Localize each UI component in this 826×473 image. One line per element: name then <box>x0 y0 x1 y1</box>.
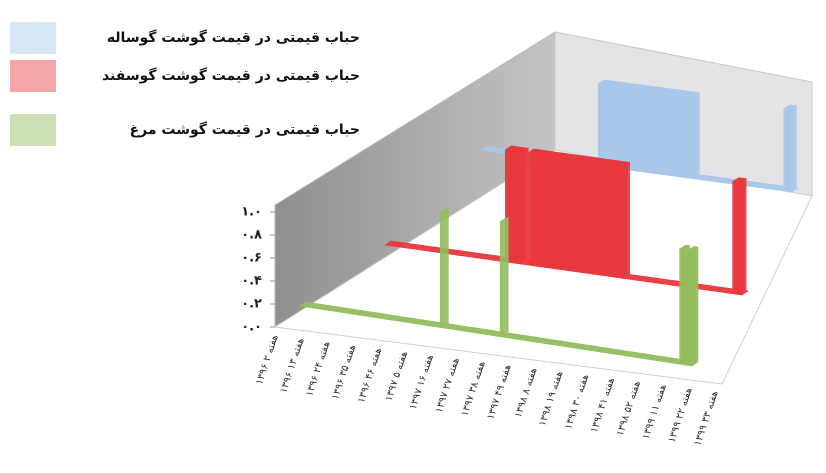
x-tick-label: ۱۳۹۶ هفته ۱۳ <box>278 337 306 395</box>
y-tick-label: ۰.۴ <box>241 274 262 289</box>
y-tick-label: ۱.۰ <box>241 205 262 220</box>
legend-swatch <box>10 114 56 146</box>
legend: حباب قیمتی در قیمت گوشت گوساله حباب قیمتی… <box>10 22 360 146</box>
area-segment <box>620 161 631 279</box>
x-tick-label: ۱۳۹۷ هفته ۳۸ <box>460 360 488 418</box>
area-segment <box>519 147 529 265</box>
x-tick-label: ۱۳۹۶ هفته ۲ <box>254 333 281 386</box>
x-tick-label: ۱۳۹۸ هفته ۸ <box>513 366 540 419</box>
area-segment <box>499 217 509 338</box>
y-tick-label: ۰.۲ <box>241 297 262 312</box>
area-segment <box>789 187 799 193</box>
x-tick-label: ۱۳۹۷ هفته ۲۷ <box>434 357 462 415</box>
area-segment <box>737 178 747 296</box>
legend-label: حباب قیمتی در قیمت گوشت گوسفند <box>102 67 360 84</box>
legend-swatch <box>10 60 56 92</box>
area-segment <box>689 246 699 367</box>
x-tick-label: ۱۳۹۸ هفته ۳۰ <box>563 373 591 431</box>
y-tick-label: ۰.۸ <box>241 228 262 243</box>
y-tick-label: ۰.۰ <box>241 320 262 335</box>
x-tick-label: ۱۳۹۶ هفته ۲۴ <box>304 340 332 398</box>
legend-label: حباب قیمتی در قیمت گوشت مرغ <box>130 121 360 138</box>
x-tick-label: ۱۳۹۶ هفته ۳۵ <box>330 343 358 401</box>
x-tick-label: ۱۳۹۸ هفته ۴۱ <box>589 376 617 434</box>
area-segment <box>739 290 749 296</box>
x-tick-label: ۱۳۹۹ هفته ۳۳ <box>692 390 720 448</box>
area-segment <box>439 208 450 329</box>
x-tick-label: ۱۳۹۷ هفته ۱۶ <box>408 353 436 411</box>
legend-label: حباب قیمتی در قیمت گوشت گوساله <box>107 29 360 46</box>
area-segment <box>691 92 701 180</box>
x-tick-label: ۱۳۹۸ هفته ۵۲ <box>615 380 643 438</box>
y-tick-label: ۰.۶ <box>241 251 262 266</box>
legend-swatch <box>10 22 56 54</box>
x-tick-label: ۱۳۹۶ هفته ۴۶ <box>356 347 384 405</box>
x-tick-label: ۱۳۹۹ هفته ۱۱ <box>641 383 669 441</box>
x-tick-label: ۱۳۹۷ هفته ۵ <box>384 350 411 403</box>
x-tick-label: ۱۳۹۷ هفته ۴۹ <box>485 363 513 421</box>
x-tick-label: ۱۳۹۸ هفته ۱۹ <box>537 370 565 428</box>
x-tick-label: ۱۳۹۹ هفته ۲۲ <box>667 386 695 444</box>
area-segment <box>787 105 798 193</box>
